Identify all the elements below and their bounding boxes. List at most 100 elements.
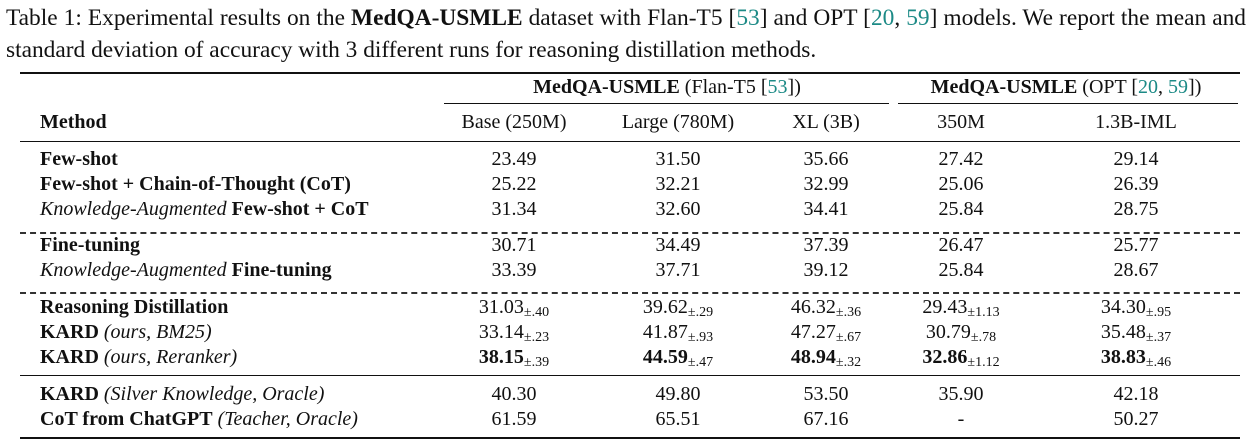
accuracy-value: 29.14 [1113, 148, 1159, 170]
accuracy-cell: 30.71 [492, 233, 537, 257]
accuracy-cell: 35.48±.37 [1101, 320, 1171, 350]
accuracy-value: 33.39 [491, 259, 537, 281]
citation-link[interactable]: 20 [1138, 76, 1159, 98]
accuracy-value: 30.71 [491, 234, 537, 256]
citation-link[interactable]: 20 [870, 5, 895, 31]
accuracy-cell: 23.49 [492, 147, 537, 171]
method-name: KARD (Silver Knowledge, Oracle) [40, 382, 324, 406]
accuracy-cell: 48.94±.32 [791, 345, 861, 375]
accuracy-cell: 40.30 [492, 382, 537, 406]
method-note: (Silver Knowledge, Oracle) [98, 383, 325, 405]
accuracy-value: 35.48 [1100, 321, 1146, 343]
accuracy-cell: 25.77 [1114, 233, 1159, 257]
accuracy-cell: 34.49 [656, 233, 701, 257]
std-dev: ±1.13 [967, 305, 1000, 320]
accuracy-cell: 33.14±.23 [479, 320, 549, 350]
std-dev: ±.32 [835, 355, 862, 370]
accuracy-value: 49.80 [655, 383, 701, 405]
accuracy-value: 61.59 [491, 408, 537, 430]
accuracy-cell: 41.87±.93 [643, 320, 713, 350]
accuracy-cell: 28.75 [1114, 197, 1159, 221]
method-note: (ours, Reranker) [98, 346, 238, 368]
accuracy-cell: 27.42 [939, 147, 984, 171]
method-name: Knowledge-Augmented Few-shot + CoT [40, 197, 369, 221]
accuracy-cell: 50.27 [1114, 407, 1159, 431]
accuracy-value: 48.94 [790, 346, 836, 368]
accuracy-value: 31.03 [478, 296, 524, 318]
std-dev: ±.37 [1145, 330, 1172, 345]
accuracy-cell: 32.86±1.12 [922, 345, 999, 375]
accuracy-value: 41.87 [642, 321, 688, 343]
column-header-xl: XL (3B) [792, 111, 860, 133]
method-label: Few-shot [40, 148, 118, 170]
accuracy-cell: 44.59±.47 [643, 345, 713, 375]
method-label: KARD [40, 346, 99, 368]
method-label: Fine-tuning [231, 259, 332, 281]
accuracy-value: 32.86 [922, 346, 968, 368]
accuracy-cell: 47.27±.67 [791, 320, 861, 350]
accuracy-cell: 37.71 [656, 258, 701, 282]
method-name: Knowledge-Augmented Fine-tuning [40, 258, 332, 282]
method-name: Reasoning Distillation [40, 295, 228, 319]
accuracy-value: 32.21 [655, 173, 701, 195]
accuracy-cell: 25.06 [939, 172, 984, 196]
accuracy-cell: 29.14 [1114, 147, 1159, 171]
method-label: KARD [40, 383, 99, 405]
accuracy-cell: 53.50 [804, 382, 849, 406]
accuracy-value: 42.18 [1113, 383, 1159, 405]
accuracy-cell: 25.84 [939, 258, 984, 282]
accuracy-value: 25.84 [938, 259, 984, 281]
group-header-opt: MedQA-USMLE (OPT [20, 59]) [930, 76, 1202, 98]
method-note: (ours, BM25) [98, 321, 212, 343]
method-label: CoT from ChatGPT [40, 408, 213, 430]
method-label: Reasoning Distillation [40, 296, 229, 318]
group-header-flan: MedQA-USMLE (Flan-T5 [53]) [533, 76, 801, 98]
citation-link[interactable]: 59 [1168, 76, 1189, 98]
accuracy-cell: 61.59 [492, 407, 537, 431]
accuracy-cell: 34.41 [804, 197, 849, 221]
accuracy-cell: 39.12 [804, 258, 849, 282]
accuracy-cell: 35.90 [939, 382, 984, 406]
accuracy-cell: 32.99 [804, 172, 849, 196]
accuracy-value: - [957, 408, 965, 430]
dashed-divider [20, 292, 1240, 294]
std-dev: ±.36 [835, 305, 862, 320]
group-underline-flan [444, 103, 889, 104]
column-header-1-3b-iml: 1.3B-IML [1095, 111, 1177, 133]
accuracy-value: 38.83 [1100, 346, 1146, 368]
accuracy-cell: 37.39 [804, 233, 849, 257]
accuracy-cell: 34.30±.95 [1101, 295, 1171, 325]
accuracy-value: 27.42 [938, 148, 984, 170]
citation-link[interactable]: 59 [906, 5, 930, 31]
std-dev: ±1.12 [967, 355, 1000, 370]
accuracy-cell: 31.03±.40 [479, 295, 549, 325]
accuracy-value: 30.79 [925, 321, 971, 343]
accuracy-cell: - [958, 407, 965, 431]
method-name: KARD (ours, BM25) [40, 320, 212, 344]
method-note: (Teacher, Oracle) [212, 408, 358, 430]
accuracy-cell: 29.43±1.13 [922, 295, 999, 325]
accuracy-cell: 32.60 [656, 197, 701, 221]
accuracy-value: 34.49 [655, 234, 701, 256]
method-name: Few-shot + Chain-of-Thought (CoT) [40, 172, 351, 196]
accuracy-value: 25.06 [938, 173, 984, 195]
accuracy-cell: 25.22 [492, 172, 537, 196]
std-dev: ±.47 [687, 355, 714, 370]
accuracy-cell: 67.16 [804, 407, 849, 431]
std-dev: ±.40 [523, 305, 550, 320]
accuracy-value: 46.32 [790, 296, 836, 318]
accuracy-cell: 32.21 [656, 172, 701, 196]
method-label: Few-shot + Chain-of-Thought (CoT) [40, 173, 351, 195]
accuracy-value: 25.22 [491, 173, 537, 195]
accuracy-cell: 38.83±.46 [1101, 345, 1171, 375]
accuracy-value: 31.50 [655, 148, 701, 170]
column-header-350m: 350M [937, 111, 985, 133]
std-dev: ±.39 [523, 355, 550, 370]
dashed-divider [20, 232, 1240, 234]
accuracy-cell: 49.80 [656, 382, 701, 406]
citation-link[interactable]: 53 [767, 76, 788, 98]
citation-link[interactable]: 53 [736, 5, 760, 31]
accuracy-value: 47.27 [790, 321, 836, 343]
accuracy-value: 32.60 [655, 198, 701, 220]
section-rule [20, 375, 1240, 376]
